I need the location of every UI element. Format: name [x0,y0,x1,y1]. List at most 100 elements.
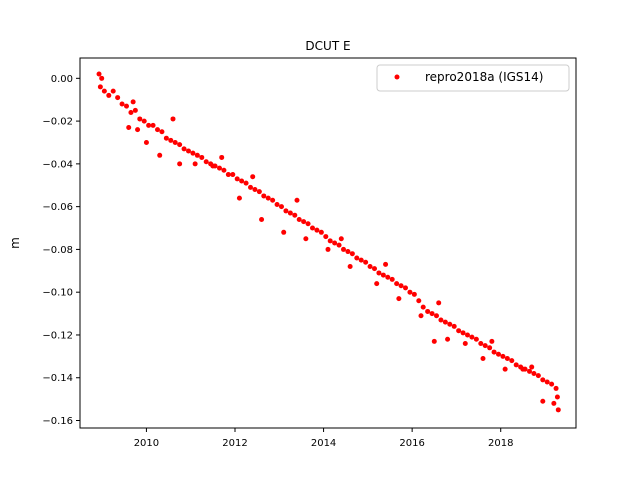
data-point [124,103,129,109]
data-point [347,264,353,270]
data-point [177,161,183,167]
data-point [431,338,437,344]
data-point [199,154,205,160]
x-tick-label: 2010 [134,438,159,449]
data-point [555,407,561,413]
data-point [259,216,265,222]
data-point [261,193,267,199]
y-axis-label: m [8,237,22,249]
legend-box [376,64,570,92]
x-tick-label: 2018 [488,438,513,449]
data-point [496,351,501,357]
data-point [418,313,424,319]
y-tick-label: −0.14 [42,373,73,384]
legend-label: repro2018a (IGS14) [425,70,543,84]
data-point [192,161,198,167]
data-point [159,129,165,135]
data-point [527,368,532,374]
data-point [97,84,103,90]
data-point [447,321,453,327]
data-point [137,116,143,122]
data-point [473,336,479,342]
data-point [502,366,508,372]
data-point [327,238,333,244]
data-point [194,152,200,158]
data-point [177,142,183,148]
data-point [236,195,242,201]
data-point [210,163,216,169]
data-point [451,323,457,329]
data-point [341,246,346,252]
data-point [96,71,102,77]
data-point [157,152,163,158]
data-point [314,227,320,233]
data-point [234,176,240,182]
data-point [489,338,495,344]
y-tick-label: −0.08 [42,245,73,256]
data-point [456,328,462,334]
x-tick-label: 2012 [222,438,247,449]
data-point [310,225,315,231]
data-point [434,313,439,319]
data-point [239,178,245,184]
data-point [106,92,112,98]
data-point [336,242,342,248]
data-point [385,274,391,280]
data-point [436,300,442,306]
data-point [491,349,497,355]
data-point [203,159,209,165]
data-point [301,219,307,225]
data-point [248,184,253,190]
scatter-series [96,71,561,413]
data-point [416,298,422,304]
data-point [225,172,231,178]
data-point [345,249,351,255]
data-point [128,110,134,116]
y-tick-label: −0.06 [42,202,73,213]
data-point [296,216,302,222]
data-point [256,189,262,195]
data-point [243,180,249,186]
data-point [376,270,382,276]
data-point [338,236,344,242]
data-point [367,264,373,270]
data-point [462,341,468,347]
data-point [190,150,196,156]
y-tick-label: −0.16 [42,416,73,427]
data-point [478,341,484,347]
data-point [374,281,380,287]
data-point [482,343,488,349]
data-point [551,400,557,406]
data-point [363,259,369,265]
data-point [292,212,298,218]
data-point [540,398,546,404]
data-point [535,373,541,379]
data-point [99,75,105,81]
data-point [403,285,408,291]
data-point [287,210,293,216]
data-point [163,135,169,141]
legend-marker [394,74,400,80]
data-point [265,195,271,201]
data-point [429,311,435,317]
data-point [487,345,493,351]
data-point [438,317,444,323]
data-point [305,221,311,227]
plot-frame [79,57,577,429]
data-point [460,330,466,336]
data-point [230,172,236,178]
data-point [396,296,402,302]
data-point [504,355,510,361]
data-point [354,255,360,261]
data-point [465,332,470,338]
data-point [170,116,176,122]
data-point [135,127,141,133]
data-point [349,251,355,257]
data-point [168,137,174,143]
data-point [294,197,300,203]
data-point [281,229,287,235]
data-point [146,122,152,128]
data-point [279,204,284,210]
data-point [358,257,364,263]
legend: repro2018a (IGS14) [376,64,570,92]
